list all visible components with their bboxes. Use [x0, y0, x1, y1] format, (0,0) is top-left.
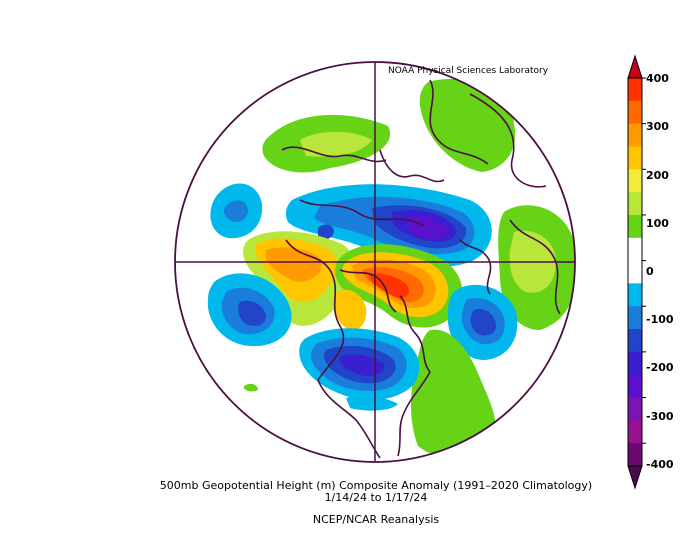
map-title: 500mb Geopotential Height (m) Composite … — [159, 479, 593, 492]
colorbar-segment — [628, 374, 642, 399]
colorbar-segment — [628, 443, 642, 467]
colorbar-segment — [628, 351, 642, 376]
date-range: 1/14/24 to 1/17/24 — [324, 491, 428, 504]
colorbar-segment — [628, 146, 642, 170]
colorbar-segment — [628, 123, 642, 147]
colorbar-label: -400 — [646, 458, 674, 471]
colorbar-label: 400 — [646, 72, 669, 85]
coastlines — [281, 79, 561, 459]
colorbar-segment — [628, 306, 642, 330]
colorbar-segment — [628, 397, 642, 421]
colorbar-segment — [628, 260, 642, 284]
credit-text: NOAA Physical Sciences Laboratory — [388, 66, 549, 76]
dataset-label: NCEP/NCAR Reanalysis — [312, 513, 440, 526]
colorbar-label: 100 — [646, 217, 669, 230]
anomaly-field — [207, 78, 575, 457]
colorbar-segment — [628, 192, 642, 216]
colorbar — [627, 54, 646, 490]
colorbar-label: 0 — [646, 265, 654, 278]
colorbar-label: -100 — [646, 313, 674, 326]
colorbar-label: -300 — [646, 410, 674, 423]
colorbar-segment — [628, 78, 642, 102]
colorbar-max-arrow — [627, 54, 643, 79]
colorbar-label: 300 — [646, 120, 669, 133]
colorbar-segment — [628, 237, 642, 262]
colorbar-segment — [628, 214, 642, 239]
colorbar-segment — [628, 169, 642, 193]
colorbar-segment — [628, 420, 642, 444]
colorbar-segment — [628, 100, 642, 125]
colorbar-label: -200 — [646, 361, 674, 374]
colorbar-label: 200 — [646, 169, 669, 182]
colorbar-segment — [628, 329, 642, 353]
colorbar-segment — [628, 283, 642, 307]
colorbar-frame — [627, 77, 643, 467]
